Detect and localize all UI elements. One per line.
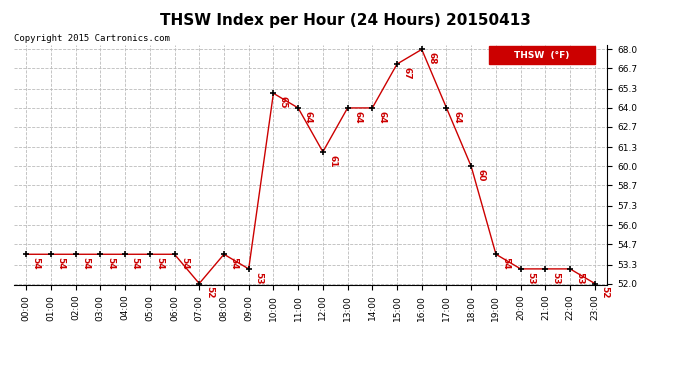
Text: 60: 60 — [477, 169, 486, 182]
Text: 64: 64 — [353, 111, 362, 123]
Text: 68: 68 — [427, 52, 436, 64]
Text: 65: 65 — [279, 96, 288, 109]
Text: 52: 52 — [205, 286, 214, 299]
Text: 64: 64 — [378, 111, 387, 123]
Text: 54: 54 — [155, 257, 164, 270]
Text: 54: 54 — [81, 257, 90, 270]
Text: 54: 54 — [180, 257, 189, 270]
Text: 54: 54 — [130, 257, 139, 270]
Text: 67: 67 — [402, 67, 412, 80]
Text: THSW  (°F): THSW (°F) — [514, 51, 570, 60]
Text: 54: 54 — [106, 257, 115, 270]
Text: 53: 53 — [526, 272, 535, 284]
Text: 54: 54 — [32, 257, 41, 270]
Text: 52: 52 — [600, 286, 609, 299]
Text: 64: 64 — [304, 111, 313, 123]
Text: 54: 54 — [230, 257, 239, 270]
Text: 54: 54 — [502, 257, 511, 270]
FancyBboxPatch shape — [489, 46, 595, 64]
Text: 53: 53 — [575, 272, 584, 284]
Text: 54: 54 — [57, 257, 66, 270]
Text: Copyright 2015 Cartronics.com: Copyright 2015 Cartronics.com — [14, 34, 170, 43]
Text: 61: 61 — [328, 154, 337, 167]
Text: 53: 53 — [551, 272, 560, 284]
Text: 64: 64 — [452, 111, 461, 123]
Text: 53: 53 — [254, 272, 264, 284]
Text: THSW Index per Hour (24 Hours) 20150413: THSW Index per Hour (24 Hours) 20150413 — [159, 13, 531, 28]
